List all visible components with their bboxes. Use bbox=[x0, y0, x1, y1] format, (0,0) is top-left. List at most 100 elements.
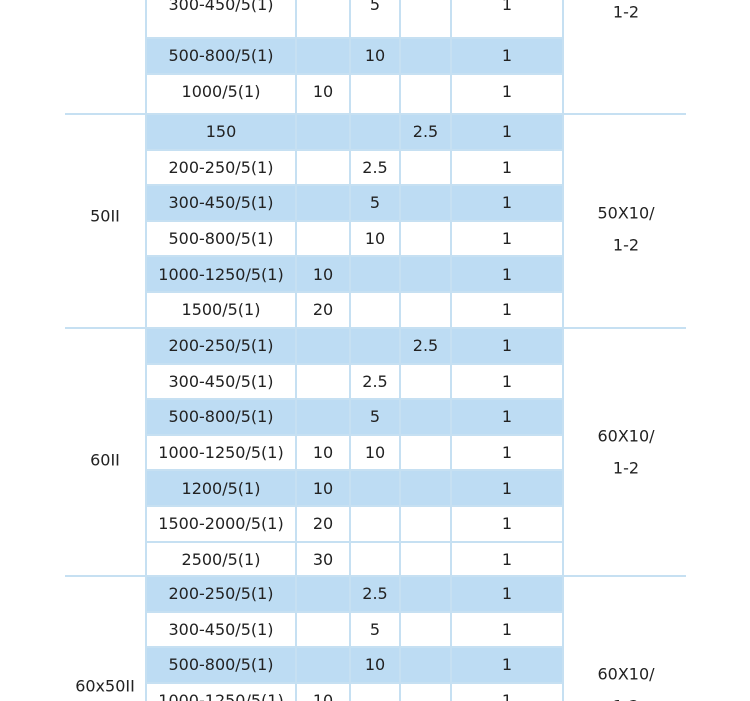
group-spec: 50X10/ bbox=[597, 203, 655, 223]
table-cell: 2.5 bbox=[412, 336, 439, 356]
row-border bbox=[146, 433, 563, 436]
table-cell: 10 bbox=[364, 46, 386, 66]
table-cell: 500-800/5(1) bbox=[168, 655, 274, 675]
table-cell: 1 bbox=[501, 514, 513, 534]
row-border bbox=[146, 72, 563, 75]
row-highlight bbox=[146, 576, 563, 612]
column-border bbox=[145, 0, 147, 701]
table-cell: 10 bbox=[312, 264, 334, 284]
row-border bbox=[146, 610, 563, 613]
table-cell: 1200/5(1) bbox=[181, 478, 261, 498]
table-cell: 2.5 bbox=[362, 157, 388, 177]
column-border bbox=[562, 0, 564, 701]
table-cell: 10 bbox=[364, 443, 386, 463]
table-cell: 20 bbox=[312, 514, 334, 534]
table-cell: 200-250/5(1) bbox=[168, 336, 274, 356]
column-border bbox=[399, 0, 401, 701]
row-highlight bbox=[146, 470, 563, 506]
column-border bbox=[349, 0, 351, 701]
table-cell: 200-250/5(1) bbox=[168, 157, 274, 177]
row-highlight bbox=[146, 647, 563, 683]
group-border bbox=[65, 575, 686, 577]
table-cell: 1 bbox=[501, 336, 513, 356]
table-cell: 1000-1250/5(1) bbox=[158, 264, 284, 284]
table-cell: 1 bbox=[501, 300, 513, 320]
row-border bbox=[146, 37, 563, 39]
table-cell: 1500/5(1) bbox=[181, 300, 261, 320]
table-cell: 300-450/5(1) bbox=[168, 619, 274, 639]
row-highlight bbox=[146, 114, 563, 150]
row-border bbox=[146, 291, 563, 293]
table-cell: 10 bbox=[312, 478, 334, 498]
group-label: 60II bbox=[90, 450, 120, 470]
table-cell: 300-450/5(1) bbox=[168, 371, 274, 391]
table-cell: 1 bbox=[501, 264, 513, 284]
table-cell: 500-800/5(1) bbox=[168, 46, 274, 66]
group-spec: 1-2 bbox=[612, 235, 640, 255]
table-cell: 200-250/5(1) bbox=[168, 584, 274, 604]
row-border bbox=[146, 540, 563, 543]
table-cell: 1000-1250/5(1) bbox=[158, 443, 284, 463]
table-cell: 1 bbox=[501, 655, 513, 675]
table-cell: 10 bbox=[364, 229, 386, 249]
table-cell: 1 bbox=[501, 619, 513, 639]
table-cell: 1 bbox=[501, 0, 513, 14]
group-label: 50II bbox=[90, 206, 120, 226]
row-border bbox=[146, 148, 563, 151]
row-highlight bbox=[146, 328, 563, 364]
row-border bbox=[146, 362, 563, 365]
row-border bbox=[146, 184, 563, 187]
group-spec: 60X10/ bbox=[597, 426, 655, 446]
table-cell: 10 bbox=[312, 443, 334, 463]
row-border bbox=[146, 469, 563, 472]
row-border bbox=[146, 398, 563, 401]
table-cell: 1 bbox=[501, 691, 513, 701]
group-label: 60x50II bbox=[75, 676, 135, 696]
table-cell: 1 bbox=[501, 46, 513, 66]
group-spec: 1-2 bbox=[613, 697, 639, 701]
table-cell: 2500/5(1) bbox=[181, 549, 261, 569]
table-cell: 1 bbox=[501, 229, 513, 249]
table-cell: 1 bbox=[501, 584, 513, 604]
group-spec: 1-2 bbox=[612, 2, 640, 22]
table-cell: 2.5 bbox=[362, 584, 388, 604]
table-cell: 1 bbox=[501, 81, 513, 101]
table-cell: 1 bbox=[501, 478, 513, 498]
table-cell: 5 bbox=[369, 619, 381, 639]
group-border bbox=[65, 327, 686, 329]
table-cell: 1 bbox=[501, 549, 513, 569]
table-cell: 2.5 bbox=[362, 371, 388, 391]
row-border bbox=[146, 219, 563, 222]
table-cell: 1 bbox=[501, 157, 513, 177]
table-cell: 1 bbox=[501, 443, 513, 463]
table-cell: 500-800/5(1) bbox=[168, 229, 274, 249]
table-cell: 20 bbox=[312, 300, 334, 320]
column-border bbox=[450, 0, 452, 701]
row-border bbox=[146, 681, 563, 684]
table-cell: 1 bbox=[501, 407, 513, 427]
table-cell: 5 bbox=[369, 0, 381, 14]
row-highlight bbox=[146, 185, 563, 221]
table-cell: 1 bbox=[501, 122, 513, 142]
table-cell: 300-450/5(1) bbox=[168, 0, 274, 14]
table-cell: 10 bbox=[364, 655, 386, 675]
table-cell: 300-450/5(1) bbox=[168, 193, 274, 213]
column-border bbox=[295, 0, 297, 701]
table-cell: 150 bbox=[205, 122, 237, 142]
table-cell: 2.5 bbox=[412, 122, 439, 142]
row-border bbox=[146, 646, 563, 649]
table-cell: 1500-2000/5(1) bbox=[158, 514, 284, 534]
row-highlight bbox=[146, 256, 563, 292]
row-border bbox=[146, 255, 563, 258]
group-spec: 1-2 bbox=[612, 458, 640, 478]
table-cell: 5 bbox=[369, 193, 381, 213]
table-cell: 30 bbox=[312, 549, 334, 569]
table-cell: 5 bbox=[369, 407, 381, 427]
table-cell: 10 bbox=[312, 81, 334, 101]
group-spec: 60X10/ bbox=[597, 664, 655, 684]
table-cell: 500-800/5(1) bbox=[168, 407, 274, 427]
group-border bbox=[65, 113, 686, 115]
table-cell: 1 bbox=[501, 371, 513, 391]
table-cell: 1000/5(1) bbox=[181, 81, 261, 101]
